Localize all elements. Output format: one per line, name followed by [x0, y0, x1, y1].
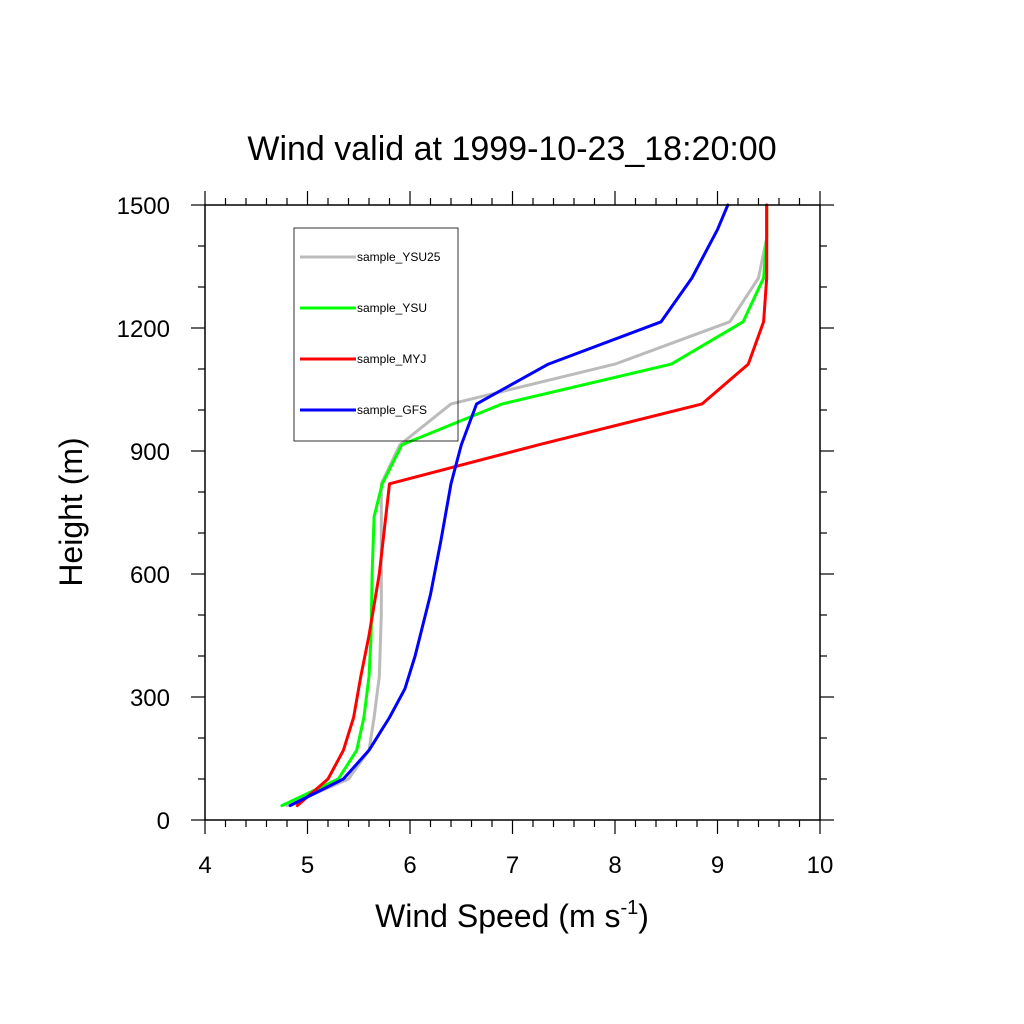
x-axis-label-superscript: -1	[620, 897, 638, 919]
chart-title: Wind valid at 1999-10-23_18:20:00	[247, 130, 776, 168]
x-tick-label: 7	[506, 852, 519, 879]
y-tick-label: 1200	[117, 316, 170, 343]
y-tick-label: 900	[130, 439, 170, 466]
y-tick-label: 600	[130, 562, 170, 589]
series-lines	[280, 203, 769, 808]
x-tick-label: 4	[198, 852, 211, 879]
y-tick-label: 300	[130, 685, 170, 712]
legend-box	[293, 227, 459, 442]
x-axis-label: Wind Speed (m s-1)	[375, 897, 649, 934]
series-line-sample_MYJ	[295, 203, 769, 808]
x-tick-label: 8	[608, 852, 621, 879]
series-line-sample_YSU	[280, 203, 769, 808]
series-line-sample_GFS	[288, 203, 730, 808]
x-tick-label: 9	[711, 852, 724, 879]
x-tick-label: 5	[301, 852, 314, 879]
legend-label: sample_YSU25	[357, 250, 441, 264]
legend-label: sample_GFS	[357, 403, 427, 417]
x-axis-label-suffix: )	[638, 898, 649, 934]
x-tick-label: 6	[403, 852, 416, 879]
x-axis-label-main: Wind Speed (m s	[375, 898, 620, 934]
plot-frame	[204, 204, 821, 821]
y-axis-label: Height (m)	[53, 437, 89, 586]
x-tick-label: 10	[807, 852, 834, 879]
legend-label: sample_YSU	[357, 301, 427, 315]
legend-label: sample_MYJ	[357, 352, 426, 366]
x-tick-labels: 4 5 6 7 8 9 10	[198, 852, 833, 879]
legend: sample_YSU25 sample_YSU sample_MYJ sample_G…	[293, 227, 459, 442]
y-tick-labels: 0 300 600 900 1200 1500	[117, 193, 170, 835]
y-tick-label: 0	[157, 808, 170, 835]
tick-marks	[191, 191, 834, 834]
y-tick-label: 1500	[117, 193, 170, 220]
